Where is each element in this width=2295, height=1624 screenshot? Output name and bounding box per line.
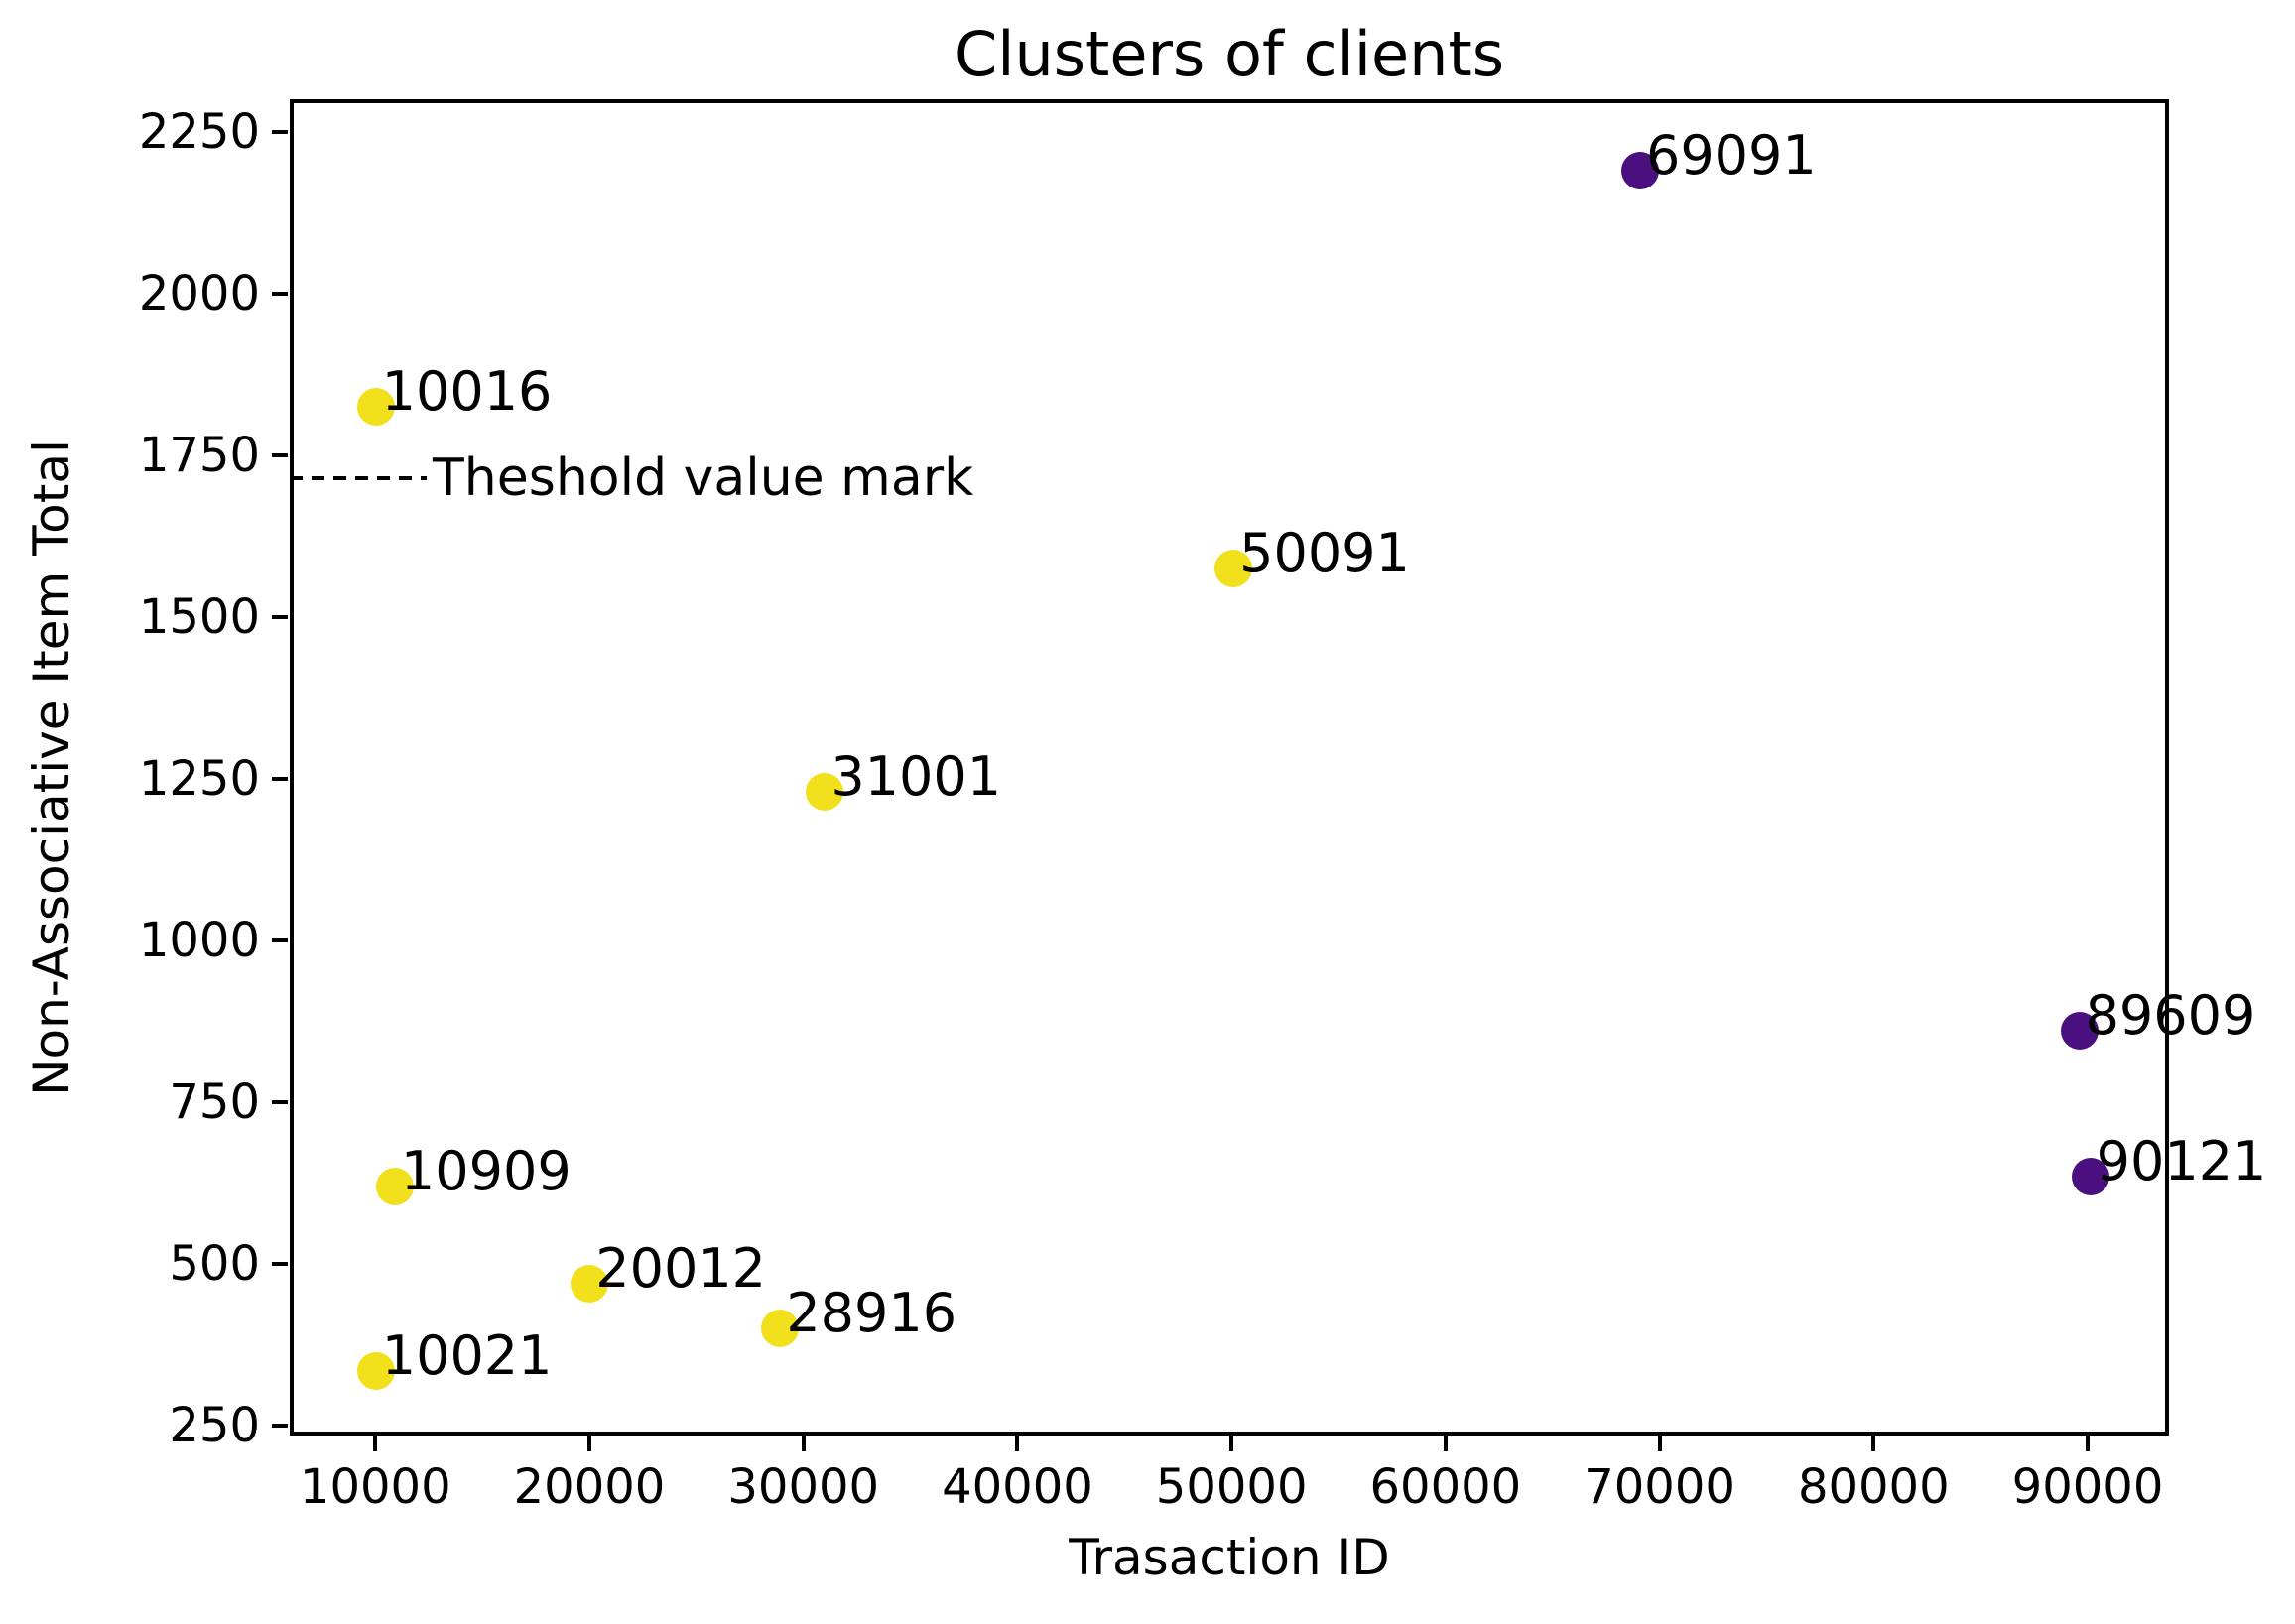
y-tick-mark — [272, 129, 288, 134]
y-tick-label: 500 — [169, 1236, 260, 1293]
y-tick-label: 750 — [169, 1074, 260, 1131]
x-tick-label: 30000 — [727, 1459, 880, 1515]
y-tick-label: 1250 — [138, 750, 260, 807]
data-point-31001 — [806, 772, 844, 811]
data-point-10909 — [375, 1167, 414, 1205]
x-tick-mark — [1443, 1436, 1448, 1451]
y-tick-label: 250 — [169, 1398, 260, 1454]
y-tick-mark — [272, 937, 288, 942]
chart-title: Clusters of clients — [954, 18, 1505, 90]
data-point-89609 — [2060, 1012, 2099, 1051]
data-point-label-31001: 31001 — [830, 744, 1002, 808]
y-tick-mark — [272, 614, 288, 619]
x-tick-mark — [1229, 1436, 1234, 1451]
x-tick-mark — [1657, 1436, 1662, 1451]
data-point-label-10016: 10016 — [381, 359, 553, 423]
x-tick-label: 10000 — [299, 1459, 451, 1515]
threshold-dashed-line — [290, 475, 428, 480]
y-tick-label: 1500 — [138, 588, 260, 645]
y-tick-label: 1000 — [138, 912, 260, 968]
y-tick-mark — [272, 291, 288, 296]
x-tick-label: 60000 — [1369, 1459, 1522, 1515]
x-tick-label: 40000 — [942, 1459, 1093, 1515]
data-point-50091 — [1214, 549, 1253, 587]
x-tick-label: 20000 — [513, 1459, 666, 1515]
y-tick-label: 2250 — [138, 103, 260, 160]
x-tick-mark — [587, 1436, 591, 1451]
data-point-90121 — [2071, 1158, 2109, 1196]
x-tick-label: 80000 — [1797, 1459, 1950, 1515]
y-tick-mark — [272, 776, 288, 781]
plot-area — [290, 99, 2169, 1436]
y-tick-label: 2000 — [138, 265, 260, 321]
threshold-label: Theshold value mark — [433, 447, 974, 508]
x-tick-mark — [801, 1436, 806, 1451]
y-tick-mark — [272, 1262, 288, 1267]
x-tick-label: 90000 — [2011, 1459, 2164, 1515]
data-point-10021 — [356, 1351, 395, 1390]
data-point-label-50091: 50091 — [1239, 521, 1410, 584]
y-tick-mark — [272, 452, 288, 457]
x-tick-label: 50000 — [1155, 1459, 1308, 1515]
y-tick-mark — [272, 1100, 288, 1105]
data-point-label-20012: 20012 — [595, 1236, 767, 1300]
x-tick-mark — [373, 1436, 378, 1451]
y-tick-label: 1750 — [138, 427, 260, 483]
data-point-28916 — [761, 1310, 800, 1348]
y-tick-mark — [272, 1424, 288, 1429]
data-point-label-28916: 28916 — [786, 1282, 957, 1345]
x-axis-label: Trasaction ID — [1069, 1529, 1390, 1586]
x-tick-mark — [1015, 1436, 1020, 1451]
x-tick-label: 70000 — [1584, 1459, 1735, 1515]
data-point-label-10021: 10021 — [381, 1323, 553, 1387]
data-point-label-69091: 69091 — [1645, 123, 1817, 187]
x-tick-mark — [2086, 1436, 2091, 1451]
data-point-20012 — [571, 1264, 609, 1303]
data-point-label-89609: 89609 — [2085, 984, 2256, 1048]
data-point-10016 — [356, 387, 395, 426]
x-tick-mark — [1871, 1436, 1876, 1451]
data-point-label-90121: 90121 — [2096, 1130, 2267, 1193]
data-point-label-10909: 10909 — [400, 1139, 572, 1202]
data-point-69091 — [1620, 151, 1659, 189]
